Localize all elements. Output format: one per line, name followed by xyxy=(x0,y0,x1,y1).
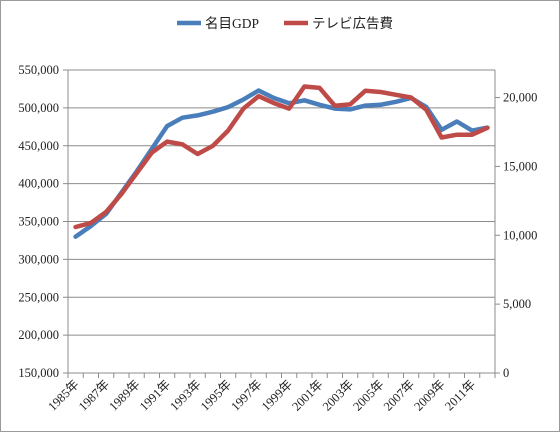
left-axis-label: 200,000 xyxy=(18,328,59,342)
x-axis-label: 2009年 xyxy=(411,377,447,413)
legend-label: 名目GDP xyxy=(205,16,259,31)
series-line-2 xyxy=(73,84,490,230)
x-axis-label: 1995年 xyxy=(198,377,234,413)
x-axis-label: 1999年 xyxy=(259,377,295,413)
x-axis-label: 1987年 xyxy=(76,377,112,413)
x-axis-label: 2011年 xyxy=(442,377,478,413)
left-axis-ticks: 150,000 200,000 250,000 300,000 350,000 400,0… xyxy=(18,63,68,380)
left-axis-label: 400,000 xyxy=(18,177,59,191)
x-axis-label: 1991年 xyxy=(137,377,173,413)
x-axis-label: 1985年 xyxy=(45,377,81,413)
left-axis-label: 550,000 xyxy=(18,63,59,77)
left-axis-label: 150,000 xyxy=(18,366,59,380)
right-axis-label: 0 xyxy=(503,366,509,380)
left-axis-label: 350,000 xyxy=(18,215,59,229)
x-axis-label: 2007年 xyxy=(381,377,417,413)
legend-label: テレビ広告費 xyxy=(312,16,393,31)
right-axis-label: 5,000 xyxy=(503,297,531,311)
x-axis-label: 2005年 xyxy=(350,377,386,413)
right-axis-ticks: 0 5,000 10,000 15,000 20,000 xyxy=(495,91,537,380)
x-axis-label: 1989年 xyxy=(106,377,142,413)
x-axis-label: 2003年 xyxy=(320,377,356,413)
left-axis-label: 300,000 xyxy=(18,252,59,266)
series-lines xyxy=(73,84,490,239)
x-axis-ticks: 1985年1987年1989年1991年1993年1995年1997年1999年… xyxy=(45,373,496,414)
x-axis-label: 1997年 xyxy=(228,377,264,413)
left-axis-label: 250,000 xyxy=(18,290,59,304)
gridlines xyxy=(68,69,495,374)
left-axis-label: 500,000 xyxy=(18,101,59,115)
right-axis-label: 15,000 xyxy=(503,159,537,173)
x-axis-label: 1993年 xyxy=(167,377,203,413)
left-axis-label: 450,000 xyxy=(18,139,59,153)
right-axis-label: 20,000 xyxy=(503,91,537,105)
legend: 名目GDP テレビ広告費 xyxy=(177,16,393,31)
x-axis-label: 2001年 xyxy=(289,377,325,413)
right-axis-label: 10,000 xyxy=(503,228,537,242)
